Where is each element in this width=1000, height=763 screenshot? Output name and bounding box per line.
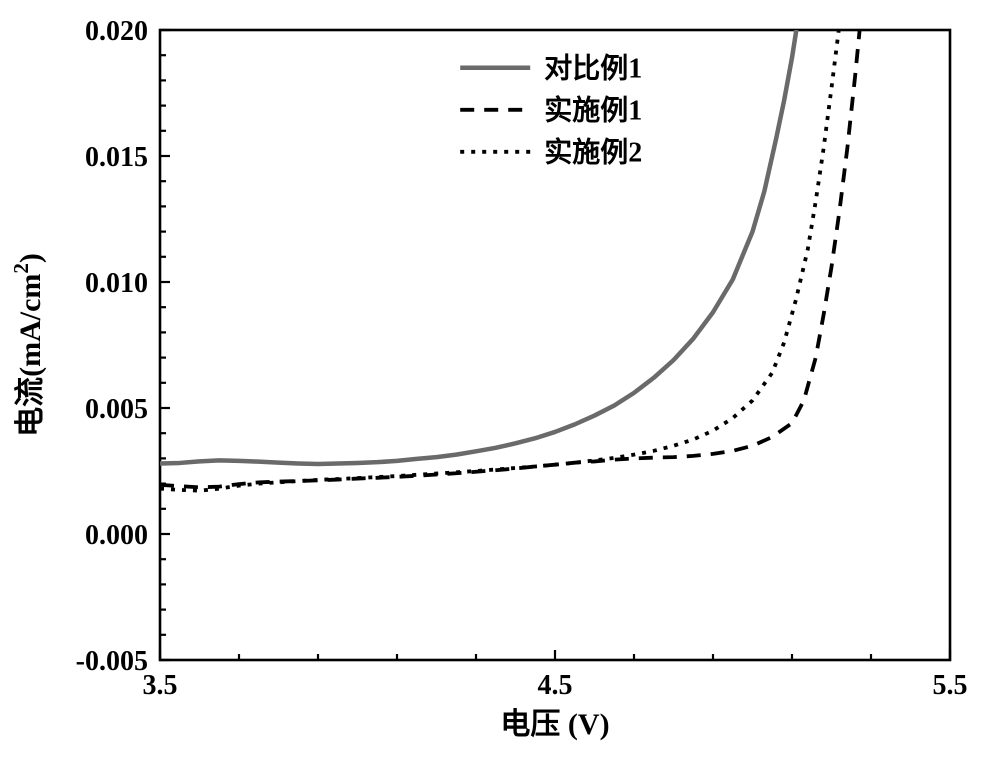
x-tick-label: 5.5: [933, 670, 968, 701]
y-tick-label: 0.020: [85, 16, 148, 47]
legend-label: 对比例1: [544, 53, 642, 85]
y-tick-label: -0.005: [76, 646, 148, 677]
legend-label: 实施例1: [544, 94, 642, 127]
y-axis-label: 电流(mA/cm2): [9, 253, 47, 437]
legend-label: 实施例2: [544, 136, 642, 169]
y-tick-label: 0.015: [85, 142, 148, 173]
chart-container: 3.54.55.5-0.0050.0000.0050.0100.0150.020…: [0, 0, 1000, 763]
y-tick-label: 0.000: [85, 520, 148, 551]
y-tick-label: 0.010: [85, 268, 148, 299]
chart-svg: 3.54.55.5-0.0050.0000.0050.0100.0150.020…: [0, 0, 1000, 763]
chart-bg: [0, 0, 1000, 763]
x-axis-label: 电压 (V): [500, 708, 609, 741]
y-tick-label: 0.005: [85, 394, 148, 425]
x-tick-label: 4.5: [538, 670, 573, 701]
